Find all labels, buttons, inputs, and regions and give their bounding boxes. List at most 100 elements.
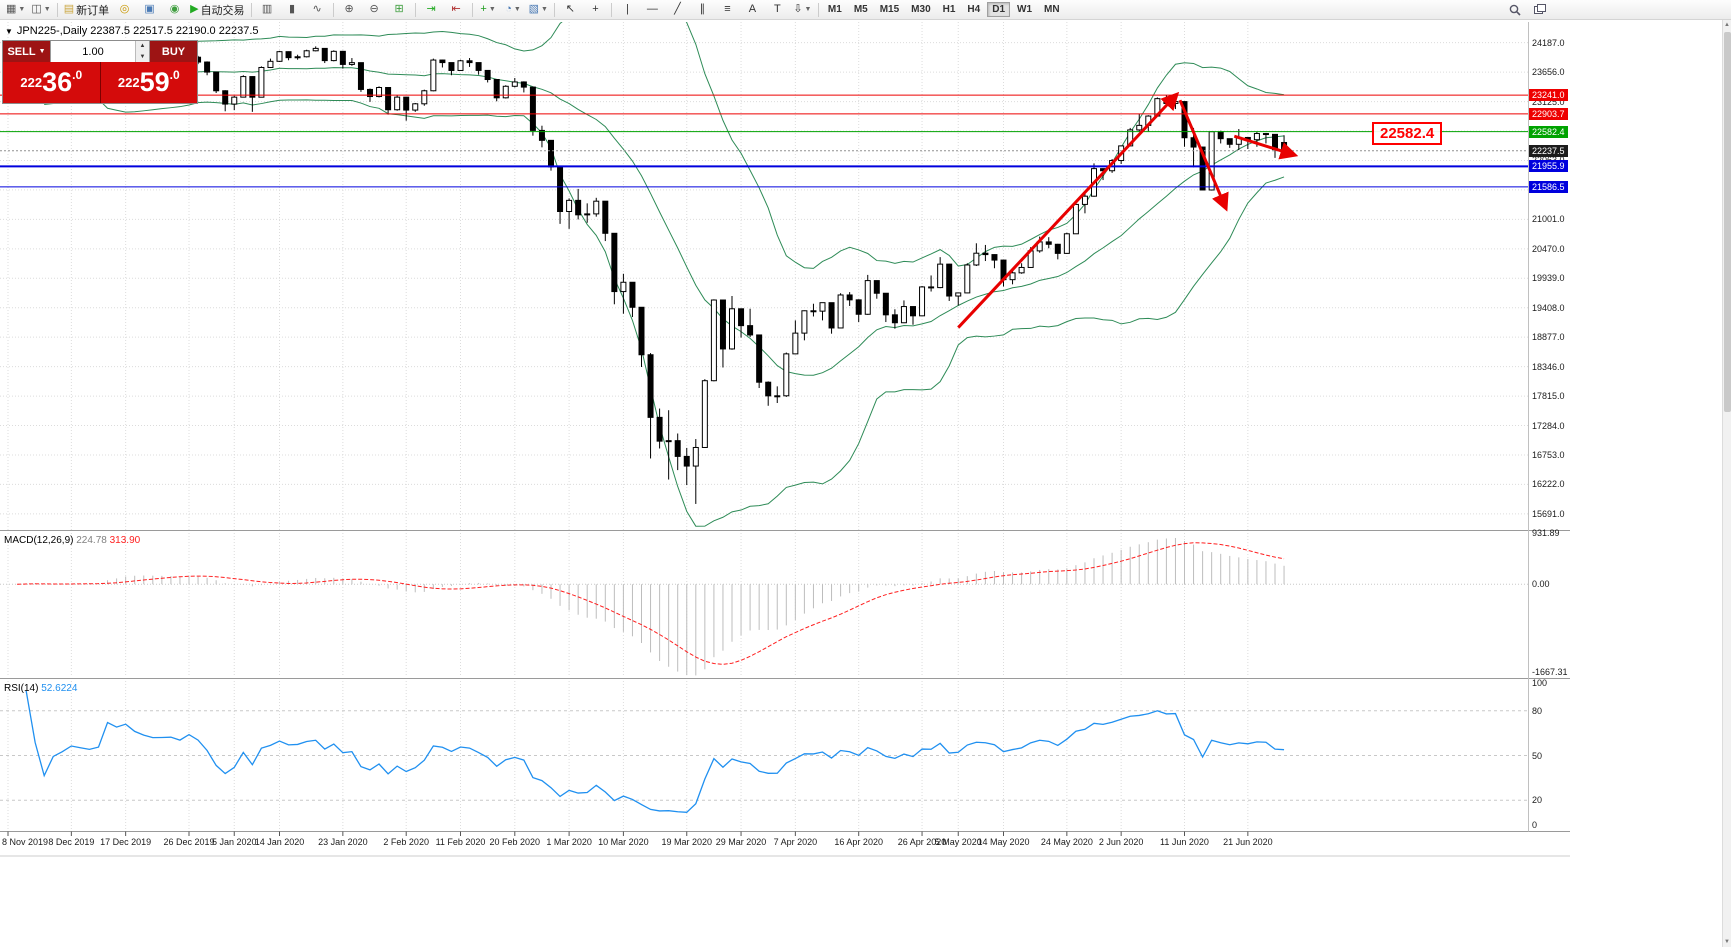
- cursor-icon: ↖: [565, 3, 576, 15]
- search-button[interactable]: [1502, 1, 1527, 20]
- periods-button[interactable]: ◔ ▼: [501, 0, 526, 19]
- toolbar-separator: [332, 2, 334, 17]
- zoom-out-button[interactable]: ⊖: [362, 0, 387, 19]
- periods-icon: ◔: [505, 3, 512, 15]
- toolbar-separator: [56, 2, 58, 17]
- trendline-icon: ╱: [674, 3, 681, 15]
- toolbar-separator: [553, 2, 555, 17]
- scroll-down-icon[interactable]: ▼: [1724, 939, 1730, 945]
- timeframe-button-m30[interactable]: M30: [911, 4, 931, 15]
- navigator-icon: ▣: [144, 3, 155, 15]
- chevron-down-icon: ▼: [513, 6, 521, 13]
- level-lines: [0, 94, 1528, 188]
- tile-windows-icon: ⊞: [394, 3, 404, 15]
- sell-dropdown-icon[interactable]: ▼: [38, 48, 46, 55]
- auto-scroll-icon: ⇥: [426, 3, 436, 15]
- market-watch-icon: ◎: [119, 3, 130, 15]
- strategy-tester-button[interactable]: ◉: [162, 0, 187, 19]
- equidistant-channel-icon: ∥: [699, 3, 706, 15]
- templates-icon: ▧: [528, 3, 539, 15]
- buy-button[interactable]: BUY: [150, 41, 197, 62]
- timeframe-button-w1[interactable]: W1: [1017, 4, 1033, 15]
- search-icon: [1509, 4, 1521, 16]
- chart-ohlc-title: ▼ JPN225-,Daily 22387.5 22517.5 22190.0 …: [5, 25, 259, 37]
- arrows-icon: ⇩: [793, 3, 803, 15]
- new-order-button[interactable]: ▤ 新订单: [61, 0, 112, 19]
- chevron-down-icon: ▼: [540, 6, 548, 13]
- toolbar-separator: [610, 2, 612, 17]
- macd-histogram: [0, 537, 1528, 676]
- windows-icon: [1533, 4, 1546, 14]
- new-window-button[interactable]: [1527, 1, 1552, 20]
- vertical-line-button[interactable]: |: [615, 0, 640, 19]
- timeframe-button-d1[interactable]: D1: [987, 2, 1011, 17]
- crosshair-button[interactable]: +: [583, 0, 608, 19]
- chart-shift-button[interactable]: ⇤: [444, 0, 469, 19]
- scrollbar-thumb[interactable]: [1724, 32, 1731, 412]
- timeframe-button-m5[interactable]: M5: [853, 4, 868, 15]
- tile-windows-button[interactable]: ⊞: [387, 0, 412, 19]
- candles-layer: [5, 46, 1288, 504]
- timeframe-button-mn[interactable]: MN: [1044, 4, 1060, 15]
- line-chart-button[interactable]: ∿: [305, 0, 330, 19]
- arrows-button[interactable]: ⇩ ▼: [790, 0, 815, 19]
- line-chart-icon: ∿: [312, 3, 322, 15]
- zoom-out-icon: ⊖: [369, 3, 379, 15]
- market-watch-button[interactable]: ◎: [112, 0, 137, 19]
- profiles-button[interactable]: ◫ ▼: [28, 0, 53, 19]
- main-toolbar: ▦ ▼ ◫ ▼ ▤ 新订单 ◎ ▣ ◉ ▶ 自动交易 ▥ ▮ ∿ ⊕ ⊖ ⊞ ⇥ ⇤ + ▼ ◔ ▼ ▧ ▼ ↖ + | — ╱ ∥ ≡ A T ⇩…: [0, 0, 1731, 20]
- cursor-button[interactable]: ↖: [558, 0, 583, 19]
- panel-separators: [0, 22, 1570, 857]
- rsi-levels: [0, 710, 1528, 801]
- timeframe-button-h4[interactable]: H4: [967, 4, 981, 15]
- zoom-in-button[interactable]: ⊕: [337, 0, 362, 19]
- chart-title-text: JPN225-,Daily 22387.5 22517.5 22190.0 22…: [16, 25, 259, 37]
- volume-input[interactable]: [51, 41, 135, 62]
- vertical-scrollbar[interactable]: ▲ ▼: [1722, 20, 1731, 947]
- indicators-button[interactable]: + ▼: [476, 0, 501, 19]
- new-order-button-label: 新订单: [76, 4, 110, 17]
- crosshair-icon: +: [592, 3, 599, 15]
- sell-button[interactable]: SELL ▼: [3, 41, 50, 62]
- price-callout-label[interactable]: 22582.4: [1372, 122, 1443, 145]
- horizontal-line-icon: —: [646, 3, 658, 15]
- auto-scroll-button[interactable]: ⇥: [419, 0, 444, 19]
- toolbar-separator: [817, 2, 819, 17]
- bar-chart-icon: ▥: [261, 3, 273, 15]
- chevron-down-icon: ▼: [804, 6, 812, 13]
- volume-up-button[interactable]: ▲: [136, 41, 149, 52]
- toolbar-separator: [414, 2, 416, 17]
- new-chart-button[interactable]: ▦ ▼: [3, 0, 28, 19]
- text-button[interactable]: A: [740, 0, 765, 19]
- chart-shift-icon: ⇤: [451, 3, 461, 15]
- autotrading-icon: ▶: [190, 3, 199, 15]
- navigator-button[interactable]: ▣: [137, 0, 162, 19]
- autotrading-button-label: 自动交易: [200, 4, 245, 17]
- scroll-up-icon[interactable]: ▲: [1724, 22, 1730, 28]
- new-order-icon: ▤: [63, 3, 75, 15]
- autotrading-button[interactable]: ▶ 自动交易: [187, 0, 247, 19]
- horizontal-line-button[interactable]: —: [640, 0, 665, 19]
- one-click-panel-toggle[interactable]: ▼: [5, 26, 13, 36]
- new-chart-icon: ▦: [6, 3, 17, 15]
- timeframe-button-m15[interactable]: M15: [879, 4, 900, 15]
- candlestick-chart-button[interactable]: ▮: [280, 0, 305, 19]
- fibonacci-button[interactable]: ≡: [715, 0, 740, 19]
- indicators-icon: +: [480, 3, 487, 15]
- timeframe-button-m1[interactable]: M1: [827, 4, 842, 15]
- trendline-button[interactable]: ╱: [665, 0, 690, 19]
- templates-button[interactable]: ▧ ▼: [526, 0, 551, 19]
- trend-arrows: [957, 91, 1299, 329]
- grid-layer: [0, 22, 1528, 830]
- buy-price-button[interactable]: 222 59.0: [100, 62, 197, 103]
- toolbar-separator: [250, 2, 252, 17]
- toolbar-separator: [471, 2, 473, 17]
- text-label-button[interactable]: T: [765, 0, 790, 19]
- timeframe-button-h1[interactable]: H1: [942, 4, 956, 15]
- equidistant-channel-button[interactable]: ∥: [690, 0, 715, 19]
- bar-chart-button[interactable]: ▥: [255, 0, 280, 19]
- sell-price-button[interactable]: 222 36.0: [3, 62, 101, 103]
- volume-down-button[interactable]: ▼: [136, 51, 149, 62]
